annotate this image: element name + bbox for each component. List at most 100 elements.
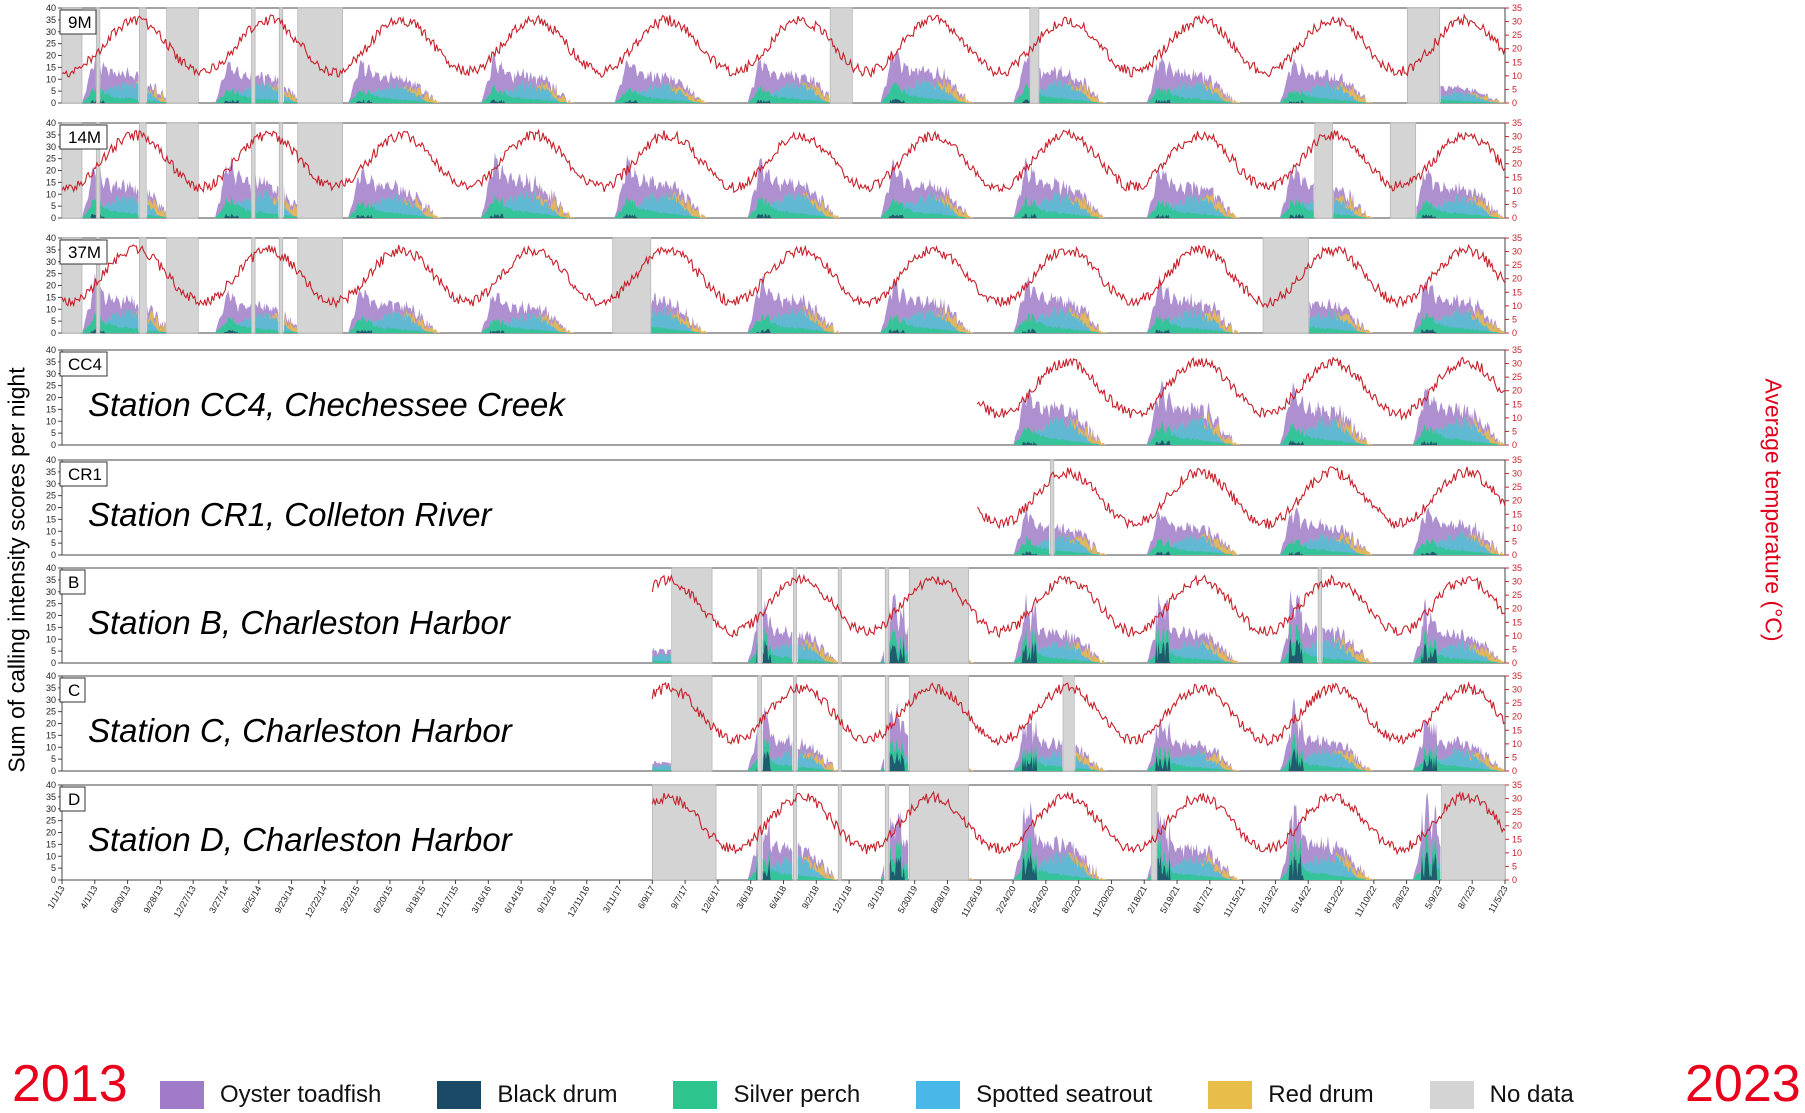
y-left-tick-label: 40 xyxy=(46,780,56,790)
area-black-drum xyxy=(976,440,1505,445)
y-right-tick-label: 20 xyxy=(1512,712,1522,722)
legend-swatch xyxy=(437,1081,482,1109)
no-data-band xyxy=(166,7,199,104)
y-left-tick-label: 10 xyxy=(46,304,56,314)
x-tick-label: 3/27/14 xyxy=(207,884,231,915)
y-right-tick-label: 5 xyxy=(1512,536,1517,546)
x-tick-label: 3/1/19 xyxy=(865,884,886,911)
y-right-tick-label: 25 xyxy=(1512,698,1522,708)
no-data-band xyxy=(95,237,101,334)
x-tick-label: 12/6/17 xyxy=(699,884,723,915)
x-tick-label: 9/23/14 xyxy=(273,884,297,915)
y-right-tick-label: 20 xyxy=(1512,821,1522,831)
y-right-tick-label: 15 xyxy=(1512,287,1522,297)
y-left-tick-label: 5 xyxy=(51,316,56,326)
y-right-tick-label: 5 xyxy=(1512,199,1517,209)
legend-label: Spotted seatrout xyxy=(976,1081,1153,1108)
y-left-tick-label: 10 xyxy=(46,742,56,752)
panel-label: 9M xyxy=(68,13,92,32)
no-data-band xyxy=(671,675,713,772)
y-right-tick-label: 5 xyxy=(1512,644,1517,654)
y-right-tick-label: 25 xyxy=(1512,372,1522,382)
y-axis-label-right: Average temperature (°C) xyxy=(1760,378,1787,642)
x-tick-label: 3/11/17 xyxy=(601,884,624,914)
y-left-tick-label: 10 xyxy=(46,851,56,861)
no-data-band xyxy=(1029,7,1040,104)
legend-swatch xyxy=(916,1081,961,1109)
y-right-tick-label: 30 xyxy=(1512,469,1522,479)
panel-label-box xyxy=(59,677,86,703)
area-black-drum xyxy=(82,213,1505,218)
x-tick-label: 4/1/13 xyxy=(78,884,99,911)
y-left-tick-label: 10 xyxy=(46,416,56,426)
x-tick-label: 11/15/21 xyxy=(1222,884,1248,919)
y-right-tick-label: 5 xyxy=(1512,861,1517,871)
legend-label: No data xyxy=(1489,1081,1574,1108)
x-tick-label: 3/6/18 xyxy=(734,884,755,911)
y-left-tick-label: 40 xyxy=(46,233,56,243)
x-tick-label: 8/12/22 xyxy=(1322,884,1346,915)
x-tick-label: 12/1/18 xyxy=(830,884,854,915)
x-tick-label: 5/14/22 xyxy=(1289,884,1313,915)
y-left-tick-label: 20 xyxy=(46,828,56,838)
no-data-band xyxy=(1262,237,1309,334)
panel-frame xyxy=(61,349,1506,446)
temperature-line xyxy=(651,573,1506,639)
y-left-tick-label: 0 xyxy=(51,98,56,108)
no-data-band xyxy=(793,784,797,881)
legend-item-no-data: No data xyxy=(1429,1081,1630,1109)
y-right-tick-label: 5 xyxy=(1512,426,1517,436)
legend-label: Silver perch xyxy=(733,1081,861,1108)
y-right-tick-label: 25 xyxy=(1512,590,1522,600)
y-right-tick-label: 0 xyxy=(1512,766,1517,776)
y-left-tick-label: 25 xyxy=(46,599,56,609)
no-data-band xyxy=(1389,122,1417,219)
y-left-tick-label: 15 xyxy=(46,404,56,414)
x-tick-label: 5/24/20 xyxy=(1027,884,1051,915)
temperature-line xyxy=(61,128,1506,194)
y-right-tick-label: 30 xyxy=(1512,132,1522,142)
y-left-tick-label: 25 xyxy=(46,707,56,717)
panel-label: 14M xyxy=(68,128,101,147)
legend-swatch xyxy=(160,1081,204,1109)
x-tick-label: 12/17/15 xyxy=(434,884,460,919)
y-left-tick-label: 10 xyxy=(46,189,56,199)
area-spotted-seatrout xyxy=(82,305,1505,333)
y-right-tick-label: 5 xyxy=(1512,314,1517,324)
legend-label: Red drum xyxy=(1268,1081,1374,1108)
y-left-tick-label: 5 xyxy=(51,646,56,656)
y-left-tick-label: 30 xyxy=(46,257,56,267)
no-data-band xyxy=(1441,784,1506,881)
y-left-tick-label: 0 xyxy=(51,213,56,223)
temperature-line xyxy=(976,466,1506,530)
x-tick-label: 11/5/23 xyxy=(1486,884,1509,914)
y-right-tick-label: 0 xyxy=(1512,328,1517,338)
y-left-tick-label: 35 xyxy=(46,15,56,25)
y-left-tick-label: 35 xyxy=(46,130,56,140)
y-left-tick-label: 40 xyxy=(46,118,56,128)
x-tick-label: 9/28/13 xyxy=(141,884,165,915)
x-tick-label: 9/7/17 xyxy=(669,884,690,911)
y-left-tick-label: 30 xyxy=(46,27,56,37)
no-data-band xyxy=(278,7,284,104)
y-right-tick-label: 20 xyxy=(1512,159,1522,169)
y-right-tick-label: 35 xyxy=(1512,3,1522,13)
y-left-tick-label: 25 xyxy=(46,816,56,826)
y-right-tick-label: 10 xyxy=(1512,631,1522,641)
area-black-drum xyxy=(82,98,1505,103)
no-data-band xyxy=(884,567,890,664)
panel-label: 37M xyxy=(68,243,101,262)
x-tick-label: 9/2/18 xyxy=(800,884,821,911)
y-right-tick-label: 0 xyxy=(1512,658,1517,668)
no-data-band xyxy=(138,7,147,104)
no-data-band xyxy=(884,675,890,772)
y-left-tick-label: 5 xyxy=(51,86,56,96)
panel-label: CC4 xyxy=(68,355,102,374)
y-right-tick-label: 5 xyxy=(1512,752,1517,762)
y-left-tick-label: 0 xyxy=(51,328,56,338)
y-left-tick-label: 15 xyxy=(46,839,56,849)
x-tick-label: 12/27/13 xyxy=(172,884,198,919)
y-right-tick-label: 25 xyxy=(1512,145,1522,155)
no-data-band xyxy=(1151,784,1158,881)
